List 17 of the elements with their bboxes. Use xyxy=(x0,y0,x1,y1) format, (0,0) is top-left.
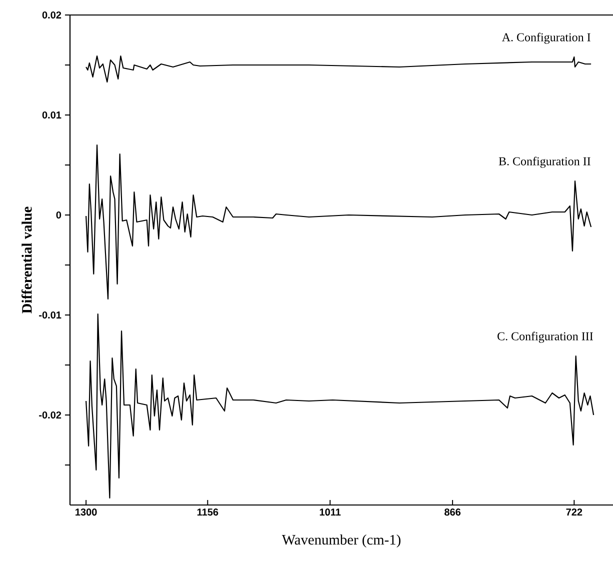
x-tick-label: 1300 xyxy=(76,508,97,516)
x-tick-label: 1156 xyxy=(197,508,218,516)
y-tick-label: 0 xyxy=(56,211,62,219)
x-axis-title: Wavenumber (cm-1) xyxy=(282,534,400,548)
series-label: C. Configuration III xyxy=(498,332,593,343)
x-tick-label: 1011 xyxy=(320,508,341,516)
line-series xyxy=(85,313,594,499)
y-axis-title: Differential value xyxy=(21,206,32,314)
line-series xyxy=(85,144,592,300)
y-tick-label: 0.01 xyxy=(42,111,62,119)
y-tick-label: -0.02 xyxy=(39,411,62,419)
series-label: A. Configuration I xyxy=(502,32,590,44)
y-tick-label: 0.02 xyxy=(42,11,62,19)
y-tick-label: -0.01 xyxy=(39,311,62,319)
x-tick-label: 866 xyxy=(444,508,461,516)
series-label: B. Configuration II xyxy=(498,156,590,168)
x-tick-label: 722 xyxy=(566,508,582,516)
